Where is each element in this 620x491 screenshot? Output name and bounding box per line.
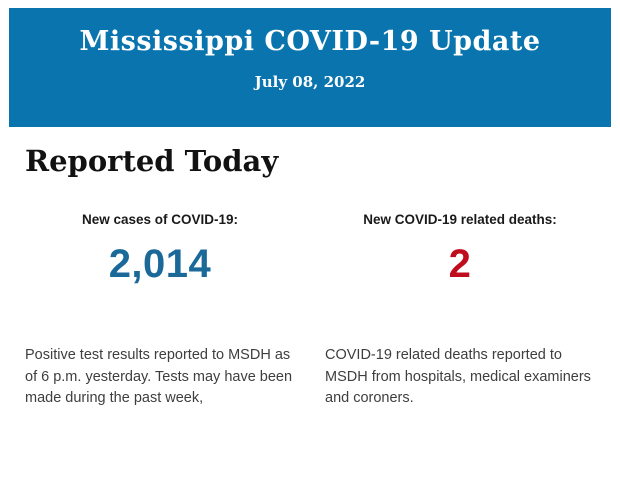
stat-label-deaths: New COVID-19 related deaths:	[363, 212, 557, 227]
header-date: July 08, 2022	[254, 73, 366, 91]
section-heading: Reported Today	[25, 144, 279, 178]
header-banner: Mississippi COVID-19 Update July 08, 202…	[9, 8, 611, 127]
stat-label-new-cases: New cases of COVID-19:	[81, 212, 239, 227]
stat-description-new-cases: Positive test results reported to MSDH a…	[25, 347, 293, 406]
stat-value-deaths: 2	[448, 242, 472, 286]
stat-description-deaths: COVID-19 related deaths reported to MSDH…	[325, 347, 591, 406]
covid-update-page: Mississippi COVID-19 Update July 08, 202…	[0, 8, 620, 491]
stat-value-new-cases: 2,014	[108, 242, 212, 286]
stats-row: New cases of COVID-19: 2,014 Positive te…	[25, 212, 595, 410]
page-title: Mississippi COVID-19 Update	[79, 26, 541, 57]
stat-column-new-cases: New cases of COVID-19: 2,014 Positive te…	[25, 212, 295, 410]
stat-column-deaths: New COVID-19 related deaths: 2 COVID-19 …	[325, 212, 595, 410]
